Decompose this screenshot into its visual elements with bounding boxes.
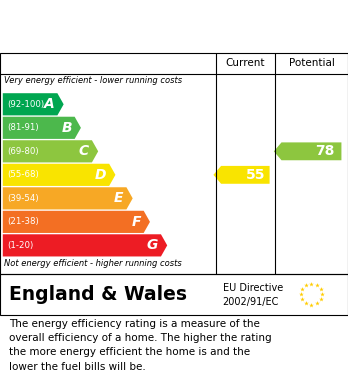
Text: A: A — [44, 97, 55, 111]
Text: Current: Current — [226, 58, 265, 68]
Text: Energy Efficiency Rating: Energy Efficiency Rating — [9, 24, 230, 39]
Text: Potential: Potential — [288, 58, 334, 68]
Polygon shape — [3, 164, 116, 186]
Text: 55: 55 — [246, 168, 265, 182]
Text: (1-20): (1-20) — [7, 241, 33, 250]
Text: 2002/91/EC: 2002/91/EC — [223, 297, 279, 307]
Text: England & Wales: England & Wales — [9, 285, 187, 304]
Text: B: B — [61, 121, 72, 135]
Text: Very energy efficient - lower running costs: Very energy efficient - lower running co… — [4, 75, 182, 84]
Text: D: D — [95, 168, 106, 182]
Text: F: F — [132, 215, 141, 229]
Polygon shape — [3, 93, 64, 115]
Polygon shape — [3, 140, 98, 162]
Text: (39-54): (39-54) — [7, 194, 39, 203]
Polygon shape — [3, 187, 133, 210]
Text: The energy efficiency rating is a measure of the
overall efficiency of a home. T: The energy efficiency rating is a measur… — [9, 319, 271, 372]
Text: EU Directive: EU Directive — [223, 283, 283, 293]
Text: (21-38): (21-38) — [7, 217, 39, 226]
Text: E: E — [114, 191, 124, 205]
Text: (55-68): (55-68) — [7, 170, 39, 179]
Text: 78: 78 — [315, 144, 334, 158]
Text: Not energy efficient - higher running costs: Not energy efficient - higher running co… — [4, 259, 182, 268]
Polygon shape — [274, 142, 341, 160]
Polygon shape — [3, 117, 81, 139]
Polygon shape — [3, 211, 150, 233]
Text: (69-80): (69-80) — [7, 147, 39, 156]
Text: (92-100): (92-100) — [7, 100, 44, 109]
Polygon shape — [213, 166, 270, 184]
Text: G: G — [147, 239, 158, 252]
Text: (81-91): (81-91) — [7, 123, 39, 132]
Polygon shape — [3, 234, 167, 256]
Text: C: C — [79, 144, 89, 158]
